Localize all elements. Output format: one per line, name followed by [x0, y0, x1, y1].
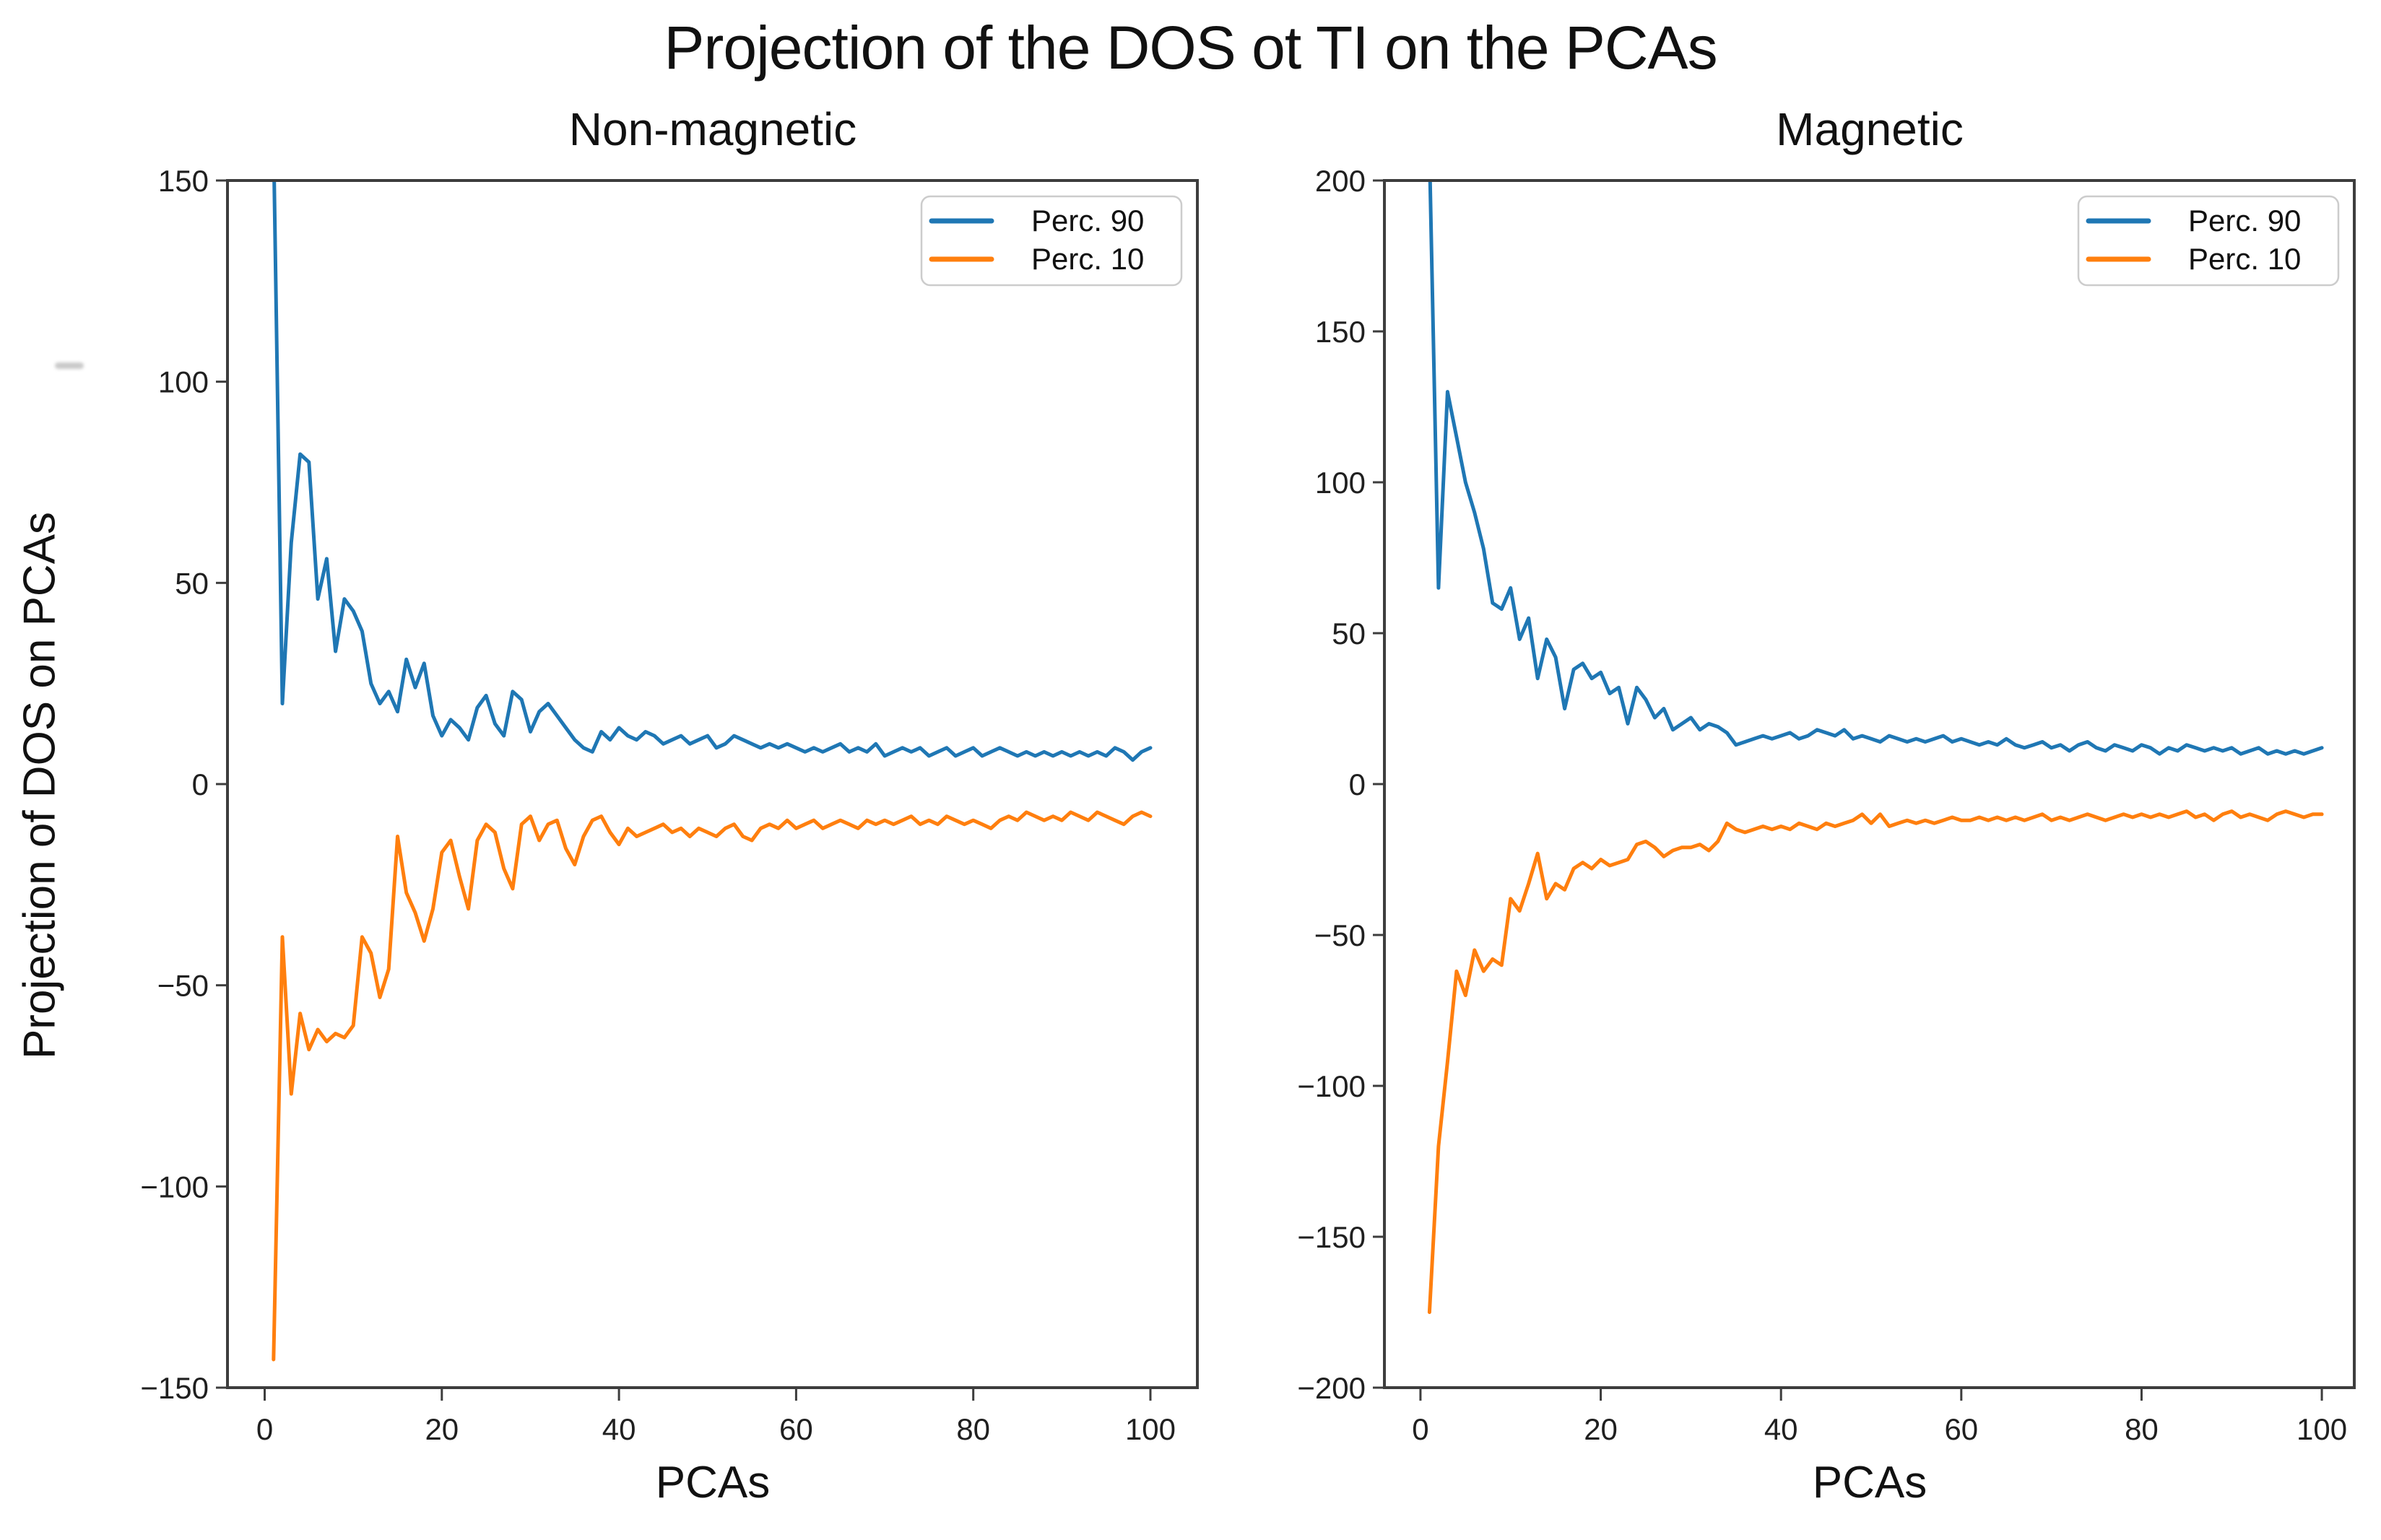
- y-tick-label: −150: [140, 1371, 209, 1405]
- plot-data-1: [1427, 180, 2324, 1314]
- x-tick-label: 0: [1412, 1412, 1428, 1446]
- y-tick-label: 50: [175, 566, 209, 600]
- stray-smudge-artifact: [55, 362, 84, 369]
- plot-data-0: [272, 180, 1153, 1362]
- y-tick-label: −100: [1297, 1069, 1366, 1103]
- x-tick-label: 20: [425, 1412, 459, 1446]
- y-tick-label: 0: [192, 767, 209, 801]
- plot-border-1: [1383, 179, 2356, 1389]
- x-axis-label-left: PCAs: [655, 1458, 771, 1508]
- x-tick-label: 80: [956, 1412, 990, 1446]
- subplot-title-magnetic: Magnetic: [1776, 103, 1964, 155]
- x-tick-label: 0: [256, 1412, 273, 1446]
- y-tick-label: −50: [157, 969, 209, 1003]
- series-line-perc-10: [272, 810, 1153, 1362]
- y-tick-label: 50: [1332, 617, 1366, 651]
- y-tick-label: −150: [1297, 1220, 1366, 1254]
- series-line-perc-90: [272, 180, 1153, 762]
- x-tick-label: 60: [1944, 1412, 1978, 1446]
- y-tick-label: 150: [1315, 315, 1366, 349]
- x-tick-label: 60: [779, 1412, 813, 1446]
- y-tick-label: 100: [158, 365, 209, 399]
- x-tick-label: 40: [602, 1412, 636, 1446]
- y-tick-label: 150: [158, 164, 209, 198]
- legend-label-0: Perc. 90: [2188, 204, 2301, 238]
- chart-title: Projection of the DOS ot TI on the PCAs: [664, 14, 1717, 82]
- plot-border-0: [226, 179, 1199, 1389]
- series-line-perc-10: [1427, 809, 2324, 1314]
- y-tick-label: 100: [1315, 466, 1366, 500]
- x-axis-label-right: PCAs: [1812, 1458, 1927, 1508]
- x-tick-label: 80: [2125, 1412, 2159, 1446]
- series-line-perc-90: [1428, 180, 2324, 756]
- legend-label-1: Perc. 10: [2188, 242, 2301, 276]
- y-tick-label: −50: [1314, 918, 1366, 952]
- y-tick-label: −200: [1297, 1371, 1366, 1405]
- x-tick-label: 100: [1125, 1412, 1176, 1446]
- legend-label-0: Perc. 90: [1031, 204, 1144, 238]
- x-tick-label: 100: [2297, 1412, 2347, 1446]
- y-tick-label: 200: [1315, 164, 1366, 198]
- subplot-title-non-magnetic: Non-magnetic: [568, 103, 857, 155]
- x-tick-label: 40: [1764, 1412, 1798, 1446]
- y-tick-label: 0: [1349, 767, 1366, 801]
- legend-label-1: Perc. 10: [1031, 242, 1144, 276]
- y-tick-label: −100: [140, 1170, 209, 1204]
- x-tick-label: 20: [1584, 1412, 1618, 1446]
